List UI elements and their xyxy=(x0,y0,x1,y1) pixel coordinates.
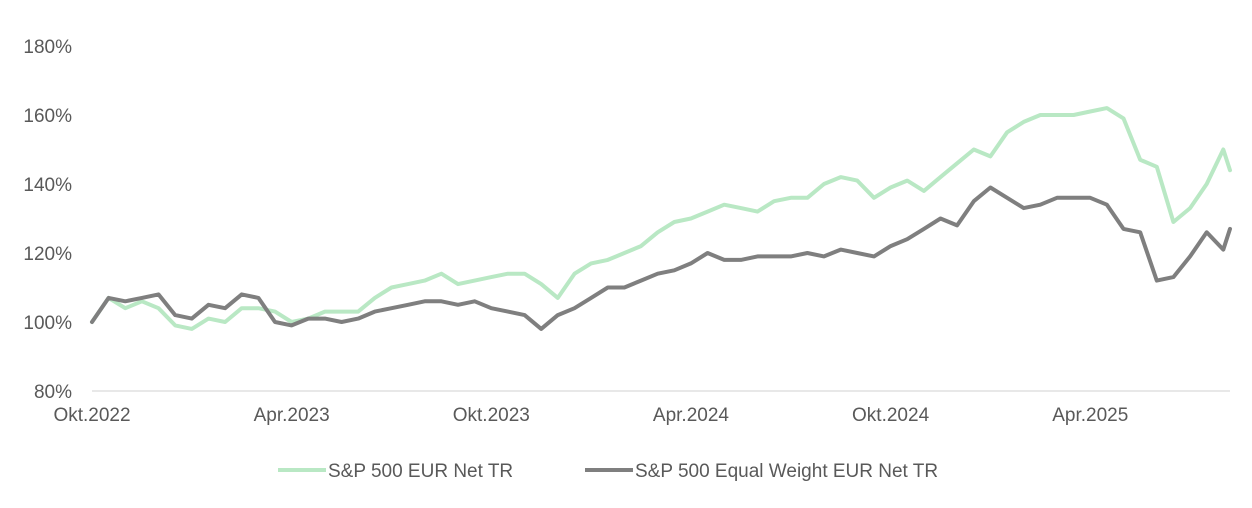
axes: 80% 100% 120% 140% 160% 180% Okt.2022 Apr.2023 O… xyxy=(23,37,1230,426)
series-line-2 xyxy=(90,185,1232,331)
y-tick-label: 180% xyxy=(23,37,72,58)
legend-label-2: S&P 500 Equal Weight EUR Net TR xyxy=(635,461,938,482)
x-tick-label: Okt.2023 xyxy=(453,405,530,426)
x-tick-label: Okt.2024 xyxy=(852,405,930,426)
series-line-1 xyxy=(90,106,1232,331)
x-tick-label: Apr.2024 xyxy=(653,405,729,426)
legend-label-1: S&P 500 EUR Net TR xyxy=(328,461,513,482)
y-tick-label: 160% xyxy=(23,106,72,127)
x-tick-label: Apr.2025 xyxy=(1052,405,1128,426)
series-layer xyxy=(90,106,1232,331)
y-tick-label: 120% xyxy=(23,244,72,265)
x-tick-label: Okt.2022 xyxy=(53,405,130,426)
x-tick-label: Apr.2023 xyxy=(254,405,330,426)
legend: S&P 500 EUR Net TR S&P 500 Equal Weight E… xyxy=(278,461,938,482)
y-tick-label: 100% xyxy=(23,313,72,334)
y-tick-label: 80% xyxy=(34,382,72,403)
y-tick-label: 140% xyxy=(23,175,72,196)
